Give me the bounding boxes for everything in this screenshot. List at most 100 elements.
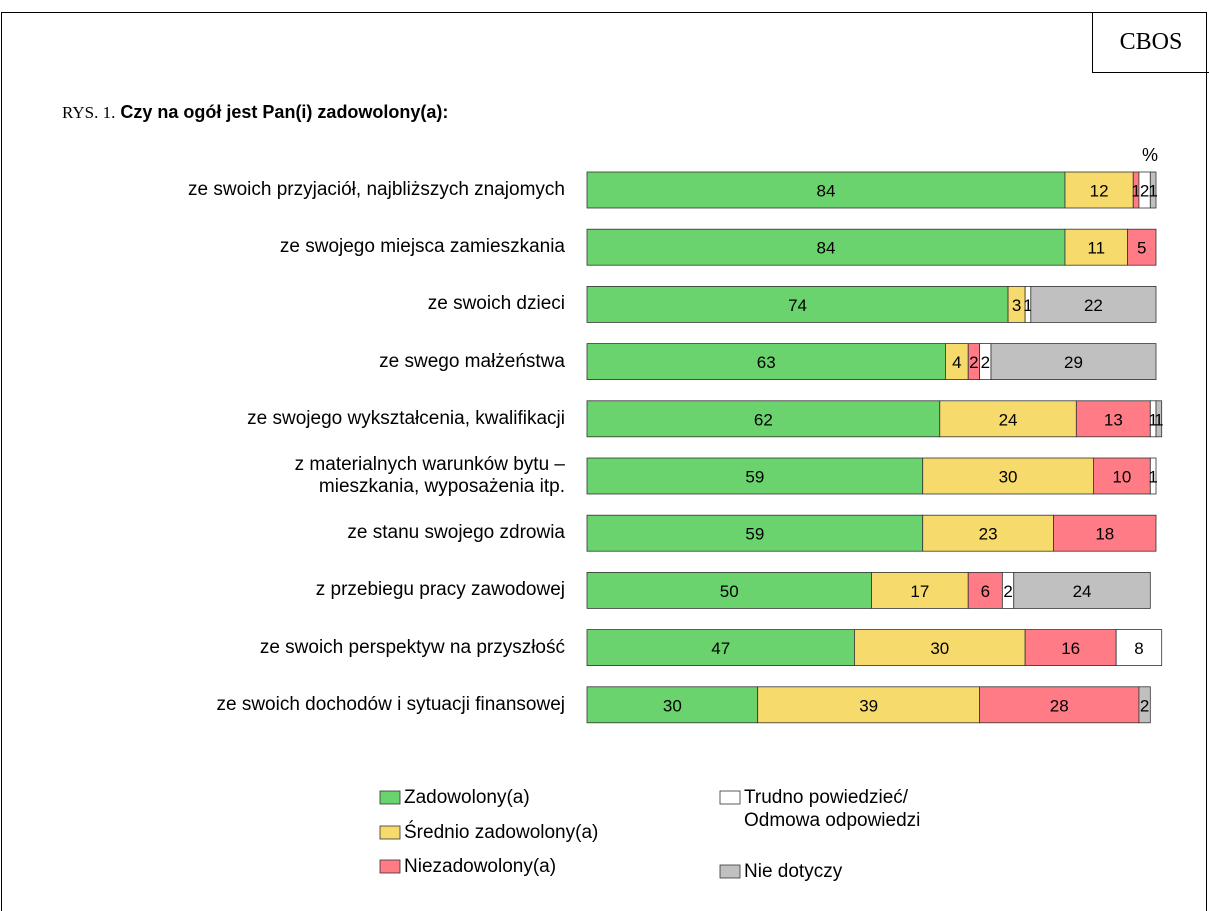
bar-segment [1075, 400, 1151, 438]
value-label: 23 [979, 525, 998, 544]
frame [1, 12, 1207, 911]
bar-segment [586, 629, 855, 666]
title-prefix: RYS. 1. [62, 103, 116, 122]
bar-segment [1149, 457, 1157, 495]
bar-segment [1024, 629, 1117, 666]
category-label: ze swoich dzieci [427, 293, 565, 315]
legend-label: Średnio zadowolony(a) [404, 822, 599, 843]
bar-segment [1030, 285, 1157, 323]
bar-segment [586, 343, 946, 381]
bar-segment [586, 457, 924, 495]
category-label: ze swego małżeństwa [379, 350, 565, 372]
value-label: 16 [1061, 639, 1080, 658]
bar-segment [586, 171, 1066, 209]
value-label: 59 [745, 468, 764, 487]
value-label: 84 [817, 182, 836, 201]
value-label: 74 [788, 296, 807, 315]
value-label: 28 [1050, 696, 1069, 715]
value-label: 3 [1012, 296, 1021, 315]
bar-segment [1053, 514, 1157, 552]
category-label: ze swoich perspektyw na przyszłość [259, 636, 565, 658]
unit-label: % [1142, 145, 1158, 165]
value-label: 17 [910, 582, 929, 601]
value-label: 8 [1134, 639, 1143, 658]
bar-segment [1064, 228, 1128, 266]
value-label: 18 [1095, 525, 1114, 544]
bar-segment [1013, 572, 1151, 609]
value-label: 50 [720, 582, 739, 601]
bar-segment [990, 343, 1157, 381]
legend-swatch [719, 864, 741, 879]
title-text: Czy na ogół jest Pan(i) zadowolony(a): [120, 102, 449, 122]
legend-swatch [379, 825, 401, 840]
value-label: 10 [1112, 468, 1131, 487]
value-label: 63 [757, 353, 776, 372]
legend-swatch [719, 790, 741, 805]
bar-segment [1115, 629, 1163, 666]
value-label: 62 [754, 410, 773, 429]
value-label: 30 [930, 639, 949, 658]
value-label: 11 [1087, 239, 1105, 258]
bar-segment [1138, 686, 1151, 724]
value-label: 2 [1140, 696, 1149, 715]
bar-segment [1149, 171, 1157, 209]
legend-label: Trudno powiedzieć/ Odmowa odpowiedzi [744, 787, 921, 831]
value-label: 30 [999, 468, 1018, 487]
bar-segment [586, 400, 941, 438]
value-label: 5 [1137, 239, 1146, 258]
category-label: z przebiegu pracy zawodowej [315, 579, 565, 601]
legend-label: Zadowolony(a) [404, 787, 530, 808]
bar-segment [586, 514, 924, 552]
bar-segment [939, 400, 1077, 438]
value-label: 24 [1073, 582, 1092, 601]
value-label: 6 [981, 582, 990, 601]
bar-segment [1093, 457, 1151, 495]
value-label: 84 [817, 239, 836, 258]
category-label: ze stanu swojego zdrowia [347, 522, 565, 544]
value-label: 12 [1090, 182, 1109, 201]
value-label: 29 [1064, 353, 1083, 372]
bar-segment [586, 228, 1066, 266]
value-label: 2 [1140, 182, 1149, 201]
legend-swatch [379, 859, 401, 874]
bar-segment [1155, 400, 1163, 438]
source-box: CBOS [1092, 12, 1209, 73]
bar-segment [757, 686, 981, 724]
category-label: ze swojego miejsca zamieszkania [279, 236, 565, 258]
value-label: 4 [952, 353, 961, 372]
bar-segment [922, 457, 1094, 495]
category-label: ze swoich dochodów i sytuacji finansowej [216, 693, 565, 715]
value-label: 22 [1084, 296, 1103, 315]
legend-label: Niezadowolony(a) [404, 856, 557, 877]
value-label: 1 [1148, 182, 1157, 201]
chart-title: RYS. 1. Czy na ogół jest Pan(i) zadowolo… [62, 102, 448, 123]
value-label: 2 [981, 353, 990, 372]
bar-segment [1064, 171, 1134, 209]
bar-segment [871, 572, 969, 609]
value-label: 1 [1131, 182, 1140, 201]
legend-swatch [379, 790, 401, 805]
value-label: 39 [859, 696, 878, 715]
value-label: 1 [1148, 410, 1157, 429]
category-label: z materialnych warunków bytu – mieszkani… [294, 454, 565, 497]
value-label: 1 [1023, 296, 1032, 315]
category-label: ze swojego wykształcenia, kwalifikacji [247, 407, 565, 429]
value-label: 1 [1148, 468, 1157, 487]
value-label: 2 [969, 353, 978, 372]
value-label: 2 [1003, 582, 1012, 601]
value-label: 30 [663, 696, 682, 715]
value-label: 13 [1104, 410, 1123, 429]
legend-label: Nie dotyczy [744, 861, 843, 882]
bar-segment [1127, 228, 1157, 266]
bar-segment [967, 572, 1003, 609]
value-label: 47 [711, 639, 730, 658]
bar-segment [979, 686, 1140, 724]
bar-segment [854, 629, 1026, 666]
category-label: ze swoich przyjaciół, najbliższych znajo… [188, 179, 565, 200]
value-label: 24 [999, 410, 1018, 429]
value-label: 59 [745, 525, 764, 544]
value-label: 1 [1154, 410, 1163, 429]
bar-segment [586, 686, 759, 724]
